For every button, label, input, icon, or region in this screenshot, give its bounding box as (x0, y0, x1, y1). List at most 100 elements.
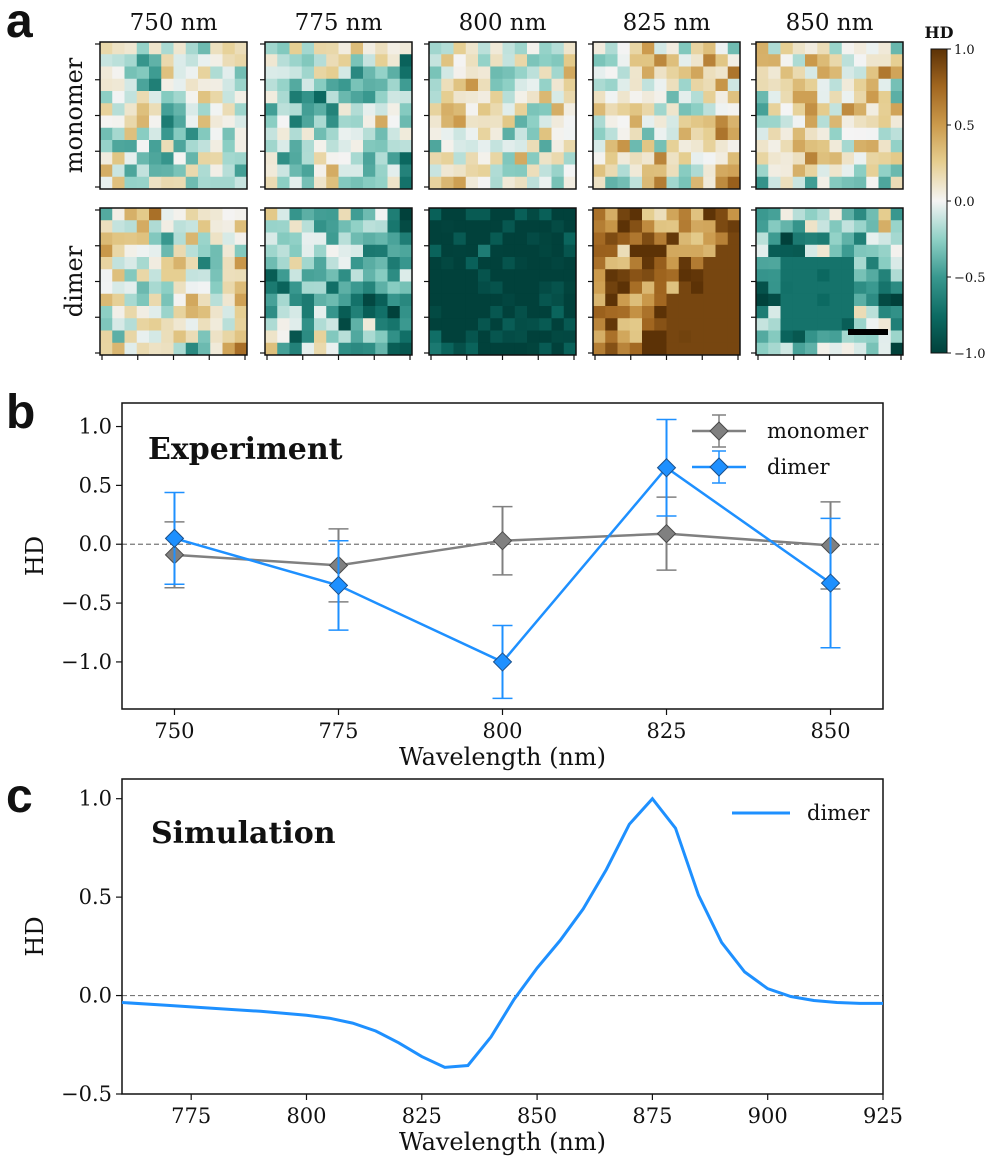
heatmap-cell (265, 103, 278, 116)
heatmap-cell (441, 164, 454, 178)
y-tick-label: −1.0 (61, 650, 112, 674)
heatmap-cell (112, 281, 125, 295)
heatmap-cell (222, 66, 236, 80)
heatmap-cell (629, 208, 643, 221)
heatmap-cell (605, 318, 618, 331)
heatmap-cell (666, 281, 680, 295)
heatmap-cell (465, 103, 479, 116)
heatmap-cell (805, 127, 818, 141)
heatmap-cell (161, 127, 174, 141)
heatmap-cell (289, 244, 303, 258)
heatmap-cell (465, 281, 479, 295)
heatmap-cell (222, 269, 236, 282)
heatmap-cell (866, 91, 879, 104)
heatmap-cell (890, 164, 904, 178)
heatmap-cell (441, 127, 454, 141)
heatmap-cell (563, 232, 577, 246)
heatmap-cell (502, 293, 516, 307)
heatmap-cell (792, 208, 806, 221)
colorbar-tick-label: 1.0 (954, 43, 975, 58)
heatmap-cell (100, 115, 113, 129)
heatmap-cell (173, 66, 187, 80)
heatmap-cell (100, 269, 113, 282)
heatmap-cell (593, 91, 606, 104)
heatmap-cell (222, 78, 236, 92)
heatmap-cell (715, 208, 729, 221)
heatmap-cell (605, 115, 618, 129)
heatmap-cell (112, 342, 125, 356)
x-tick-label: 900 (748, 1104, 788, 1128)
heatmap-cell (453, 127, 467, 141)
heatmap-cell (691, 54, 704, 67)
heatmap-tile (95, 207, 248, 360)
heatmap-cell (198, 208, 211, 221)
heatmap-cell (514, 306, 528, 319)
heatmap-cell (539, 220, 552, 233)
heatmap-cell (715, 164, 729, 178)
heatmap-cell (387, 115, 401, 129)
heatmap-cell (149, 127, 162, 141)
heatmap-cell (234, 257, 248, 270)
heatmap-cell (210, 244, 223, 258)
heatmap-cell (149, 342, 162, 356)
heatmap-cell (289, 281, 303, 295)
heatmap-cell (100, 281, 113, 295)
heatmap-cell (593, 42, 606, 55)
heatmap-cell (539, 103, 552, 116)
heatmap-cell (149, 103, 162, 116)
heatmap-cell (350, 91, 364, 104)
heatmap-cell (363, 232, 376, 246)
heatmap-cell (363, 176, 376, 190)
legend: dimer (732, 801, 871, 825)
heatmap-cell (124, 257, 138, 270)
heatmap-cell (691, 91, 704, 104)
heatmap-cell (136, 244, 150, 258)
heatmap-cell (387, 103, 401, 116)
heatmap-cell (890, 176, 904, 190)
heatmap-cell (314, 244, 327, 258)
heatmap-cell (112, 208, 125, 221)
heatmap-cell (234, 306, 248, 319)
heatmap-cell (375, 127, 388, 141)
heatmap-cell (866, 306, 879, 319)
heatmap-cell (780, 54, 794, 67)
heatmap-cell (642, 127, 655, 141)
heatmap-cell (605, 91, 618, 104)
heatmap-cell (326, 318, 339, 331)
heatmap-cell (387, 232, 401, 246)
heatmap-cell (173, 91, 187, 104)
legend-marker (709, 421, 729, 441)
heatmap-cell (678, 54, 692, 67)
heatmap-cell (768, 281, 781, 295)
heatmap-cell (829, 318, 843, 331)
heatmap-cell (715, 91, 729, 104)
heatmap-cell (854, 164, 867, 178)
heatmap-cell (465, 306, 479, 319)
heatmap-cell (112, 42, 125, 55)
heatmap-cell (277, 293, 290, 307)
heatmap-cell (185, 176, 199, 190)
heatmap-cell (878, 54, 892, 67)
heatmap-cell (441, 152, 454, 165)
heatmap-cell (338, 91, 352, 104)
heatmap-cell (854, 306, 867, 319)
heatmap-cell (277, 306, 290, 319)
heatmap-cell (756, 318, 769, 331)
heatmap-cell (301, 293, 315, 307)
heatmap-cell (617, 152, 631, 165)
heatmap-cell (363, 140, 376, 153)
heatmap-cell (502, 140, 516, 153)
heatmap-cell (265, 306, 278, 319)
heatmap-cell (792, 42, 806, 55)
heatmap-cell (642, 220, 655, 233)
data-point (656, 458, 677, 478)
heatmap-cell (387, 176, 401, 190)
heatmap-cell (453, 232, 467, 246)
heatmap-cell (289, 257, 303, 270)
heatmap-cell (617, 78, 631, 92)
heatmap-cell (878, 281, 892, 295)
heatmap-cell (136, 103, 150, 116)
heatmap-cell (222, 140, 236, 153)
heatmap-cell (326, 115, 339, 129)
heatmap-cell (441, 281, 454, 295)
